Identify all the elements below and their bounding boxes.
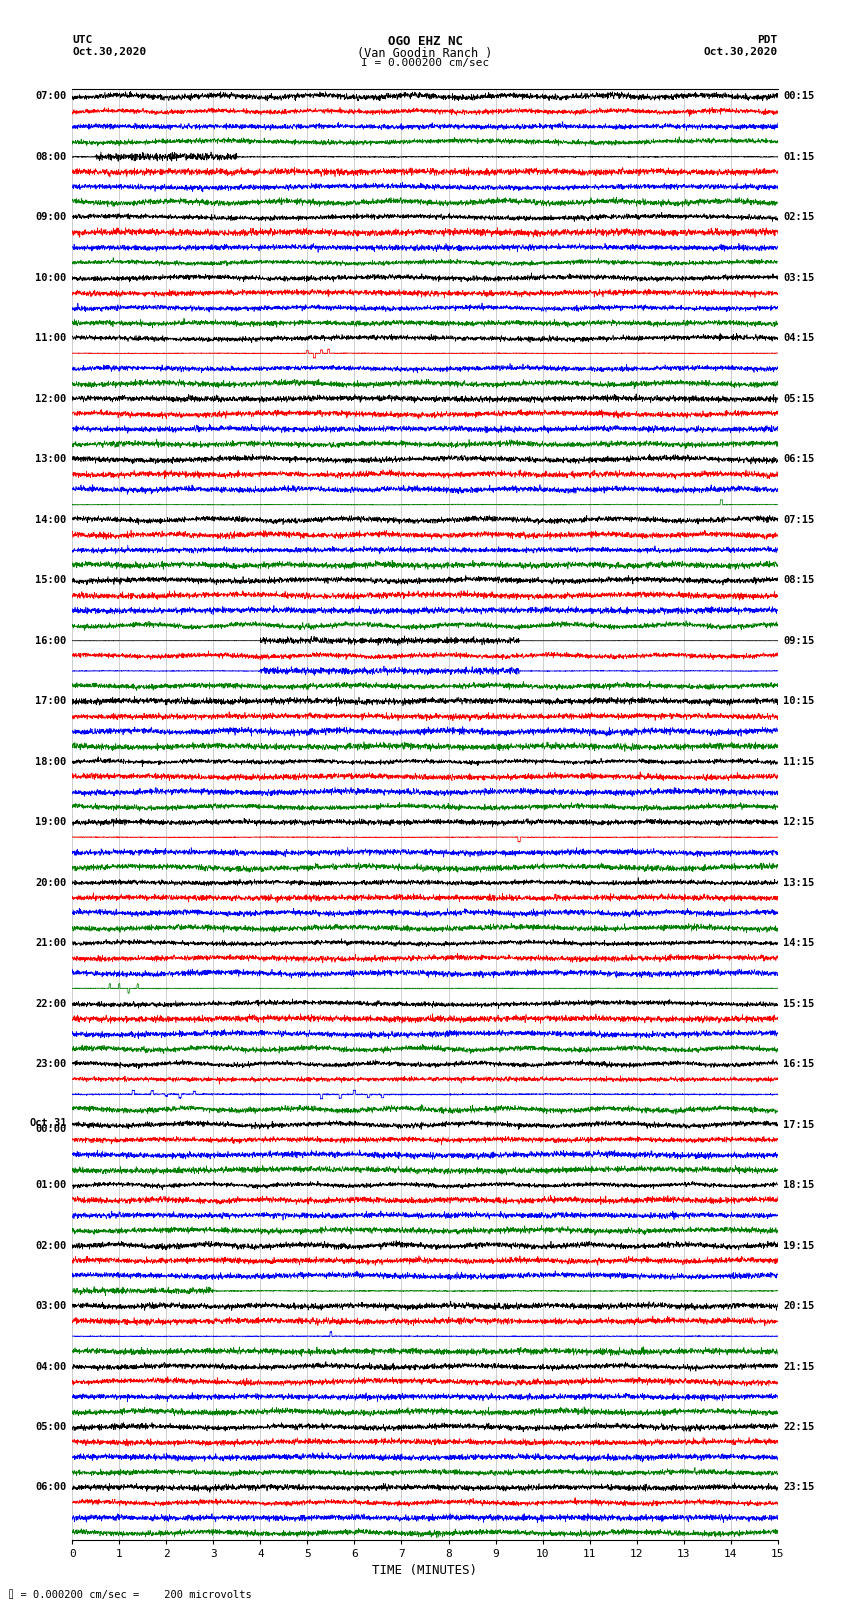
Text: UTC: UTC bbox=[72, 35, 93, 45]
Text: 03:00: 03:00 bbox=[36, 1302, 66, 1311]
Text: 19:15: 19:15 bbox=[784, 1240, 814, 1250]
Text: 21:00: 21:00 bbox=[36, 939, 66, 948]
Text: 11:00: 11:00 bbox=[36, 334, 66, 344]
Text: 02:15: 02:15 bbox=[784, 213, 814, 223]
Text: 17:15: 17:15 bbox=[784, 1119, 814, 1129]
Text: 00:15: 00:15 bbox=[784, 92, 814, 102]
Text: I = 0.000200 cm/sec: I = 0.000200 cm/sec bbox=[361, 58, 489, 68]
Text: 06:15: 06:15 bbox=[784, 455, 814, 465]
Text: Oct.30,2020: Oct.30,2020 bbox=[704, 47, 778, 56]
Text: 21:15: 21:15 bbox=[784, 1361, 814, 1371]
Text: Oct.30,2020: Oct.30,2020 bbox=[72, 47, 146, 56]
Text: 04:15: 04:15 bbox=[784, 334, 814, 344]
Text: 08:00: 08:00 bbox=[36, 152, 66, 161]
Text: 12:00: 12:00 bbox=[36, 394, 66, 403]
Text: 07:15: 07:15 bbox=[784, 515, 814, 524]
Text: 19:00: 19:00 bbox=[36, 818, 66, 827]
Text: 23:15: 23:15 bbox=[784, 1482, 814, 1492]
Text: 09:15: 09:15 bbox=[784, 636, 814, 645]
Text: 12:15: 12:15 bbox=[784, 818, 814, 827]
Text: 03:15: 03:15 bbox=[784, 273, 814, 282]
Text: 14:00: 14:00 bbox=[36, 515, 66, 524]
Text: 06:00: 06:00 bbox=[36, 1482, 66, 1492]
Text: 23:00: 23:00 bbox=[36, 1060, 66, 1069]
Text: 09:00: 09:00 bbox=[36, 213, 66, 223]
Text: 20:00: 20:00 bbox=[36, 877, 66, 887]
Text: 01:00: 01:00 bbox=[36, 1181, 66, 1190]
Text: 08:15: 08:15 bbox=[784, 576, 814, 586]
Text: 16:15: 16:15 bbox=[784, 1060, 814, 1069]
Text: 10:00: 10:00 bbox=[36, 273, 66, 282]
Text: 07:00: 07:00 bbox=[36, 92, 66, 102]
X-axis label: TIME (MINUTES): TIME (MINUTES) bbox=[372, 1563, 478, 1576]
Text: 14:15: 14:15 bbox=[784, 939, 814, 948]
Text: 05:00: 05:00 bbox=[36, 1423, 66, 1432]
Text: 13:00: 13:00 bbox=[36, 455, 66, 465]
Text: 10:15: 10:15 bbox=[784, 697, 814, 706]
Text: 17:00: 17:00 bbox=[36, 697, 66, 706]
Text: 18:15: 18:15 bbox=[784, 1181, 814, 1190]
Text: 11:15: 11:15 bbox=[784, 756, 814, 766]
Text: (Van Goodin Ranch ): (Van Goodin Ranch ) bbox=[357, 47, 493, 60]
Text: 20:15: 20:15 bbox=[784, 1302, 814, 1311]
Text: PDT: PDT bbox=[757, 35, 778, 45]
Text: 02:00: 02:00 bbox=[36, 1240, 66, 1250]
Text: 00:00: 00:00 bbox=[36, 1124, 66, 1134]
Text: 18:00: 18:00 bbox=[36, 756, 66, 766]
Text: 04:00: 04:00 bbox=[36, 1361, 66, 1371]
Text: 05:15: 05:15 bbox=[784, 394, 814, 403]
Text: 22:15: 22:15 bbox=[784, 1423, 814, 1432]
Text: 15:15: 15:15 bbox=[784, 998, 814, 1008]
Text: 01:15: 01:15 bbox=[784, 152, 814, 161]
Text: ⌷ = 0.000200 cm/sec =    200 microvolts: ⌷ = 0.000200 cm/sec = 200 microvolts bbox=[8, 1590, 252, 1600]
Text: Oct.31: Oct.31 bbox=[29, 1118, 66, 1127]
Text: OGO EHZ NC: OGO EHZ NC bbox=[388, 35, 462, 48]
Text: 22:00: 22:00 bbox=[36, 998, 66, 1008]
Text: 15:00: 15:00 bbox=[36, 576, 66, 586]
Text: 16:00: 16:00 bbox=[36, 636, 66, 645]
Text: 13:15: 13:15 bbox=[784, 877, 814, 887]
